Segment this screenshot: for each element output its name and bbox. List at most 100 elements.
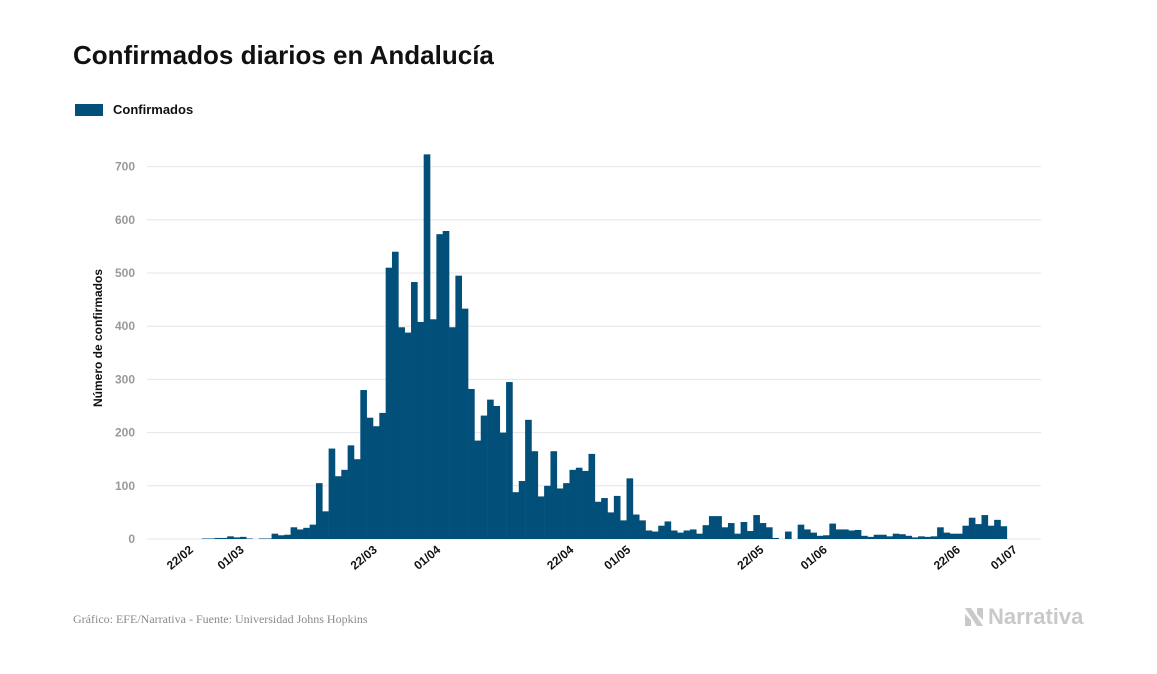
bar [708, 516, 716, 539]
bar [797, 524, 805, 539]
bar [461, 308, 469, 539]
bar [658, 525, 665, 539]
y-tick-label: 600 [115, 213, 135, 227]
bar [645, 530, 653, 539]
bar [905, 535, 913, 539]
narrativa-logo-icon [965, 608, 983, 626]
bar [341, 469, 348, 539]
bar [220, 537, 228, 539]
bar [322, 511, 329, 539]
bar [683, 530, 691, 539]
bar [575, 467, 583, 539]
bar [411, 282, 418, 539]
bar [759, 523, 767, 539]
y-tick-label: 100 [115, 479, 135, 493]
bar [804, 529, 811, 539]
bar [886, 536, 894, 539]
y-tick-label: 700 [115, 160, 135, 174]
bar [303, 527, 310, 539]
bar [772, 537, 779, 539]
bar [480, 415, 488, 539]
bar [918, 536, 925, 539]
bar [924, 536, 932, 539]
bar [848, 530, 856, 539]
bar [664, 521, 672, 539]
bar [531, 451, 539, 539]
bar [550, 451, 558, 539]
x-tick-label: 01/03 [215, 542, 247, 572]
x-tick-label: 01/06 [798, 542, 830, 572]
bar [499, 432, 507, 539]
bar [937, 527, 944, 539]
bar [613, 495, 621, 539]
bar [930, 536, 938, 539]
bar [392, 251, 399, 539]
bar [880, 534, 887, 539]
bar [816, 535, 824, 539]
bar [569, 469, 577, 539]
bar [417, 321, 424, 539]
bar [487, 399, 494, 539]
bar [981, 515, 989, 539]
x-tick-label: 22/02 [164, 542, 196, 572]
bar [842, 529, 849, 539]
bar [601, 498, 608, 539]
bar [867, 536, 875, 539]
legend-label: Confirmados [113, 102, 194, 117]
bar [544, 485, 551, 539]
bar [765, 527, 773, 539]
bar [588, 453, 596, 539]
bars [201, 154, 1008, 540]
bar [296, 529, 304, 539]
bar [284, 534, 291, 539]
bar [239, 536, 247, 539]
bar [975, 524, 982, 539]
gridlines [147, 166, 1041, 540]
bar [715, 516, 722, 539]
bar [271, 533, 279, 539]
x-tick-label: 01/05 [601, 542, 633, 572]
x-tick-label: 01/04 [411, 542, 443, 572]
bar [734, 533, 741, 539]
bar [265, 538, 272, 539]
x-tick-label: 22/06 [931, 542, 963, 572]
x-tick-label: 22/04 [544, 542, 576, 572]
bar [423, 154, 431, 540]
bar [810, 532, 817, 539]
bar [353, 459, 361, 539]
bar [360, 390, 367, 539]
bar [829, 523, 836, 539]
bar [702, 525, 710, 539]
bar [943, 532, 951, 539]
bar [1000, 526, 1008, 539]
bar [677, 532, 684, 539]
bar [861, 535, 868, 539]
bar [449, 327, 456, 539]
bar [854, 529, 862, 539]
bar [258, 538, 266, 539]
bar [506, 382, 513, 539]
bar [823, 535, 830, 539]
bar [208, 538, 215, 539]
bar [740, 521, 748, 539]
bar [455, 275, 463, 539]
bar [639, 520, 646, 539]
bar [753, 515, 760, 539]
bar [518, 481, 526, 539]
bar [379, 412, 386, 539]
bar [696, 533, 703, 539]
bar [315, 483, 323, 539]
bar [201, 538, 209, 539]
bar [670, 530, 678, 539]
bar [620, 520, 627, 539]
bar [582, 470, 589, 539]
y-tick-label: 0 [128, 532, 135, 546]
bar [290, 527, 298, 539]
bar [246, 538, 253, 539]
bar [404, 332, 412, 539]
bar [328, 448, 336, 539]
bar [994, 519, 1001, 539]
bar [537, 496, 545, 539]
bar [214, 537, 222, 539]
